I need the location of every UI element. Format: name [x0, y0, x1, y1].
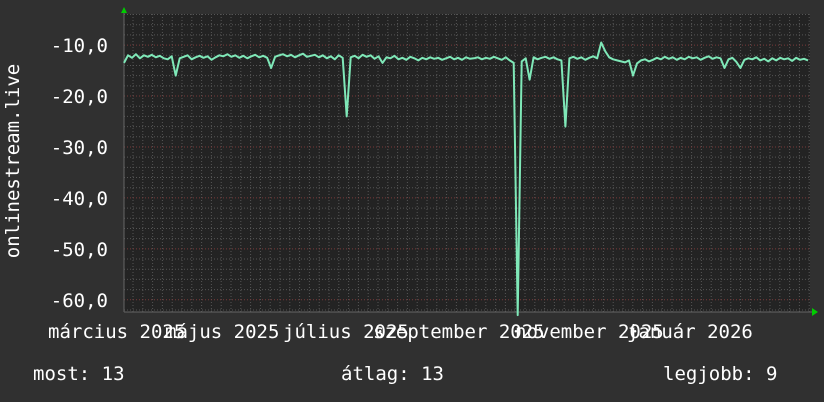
y-tick-label: -60,0 — [51, 290, 108, 312]
x-tick-label: január 2026 — [627, 321, 753, 343]
series-line — [123, 41, 809, 317]
y-tick-label: -30,0 — [51, 137, 108, 159]
x-tick-label: szeptember 2025 — [373, 321, 545, 343]
y-tick-label: -10,0 — [51, 35, 108, 57]
x-axis-arrow-icon — [812, 308, 818, 316]
average-value: átlag: 13 — [341, 363, 444, 385]
plot-area — [124, 14, 810, 312]
y-tick-label: -50,0 — [51, 239, 108, 261]
y-tick-label: -20,0 — [51, 86, 108, 108]
y-axis-arrow-icon — [121, 7, 127, 13]
y-axis-label: onlinestream.live — [2, 63, 24, 259]
x-tick-label: március 2025 — [48, 321, 185, 343]
best-value: legjobb: 9 — [663, 363, 778, 385]
x-tick-label: november 2025 — [515, 321, 664, 343]
x-tick-label: július 2025 — [283, 321, 409, 343]
x-tick-label: május 2025 — [165, 321, 279, 343]
y-tick-label: -40,0 — [51, 188, 108, 210]
current-value: most: 13 — [33, 363, 125, 385]
